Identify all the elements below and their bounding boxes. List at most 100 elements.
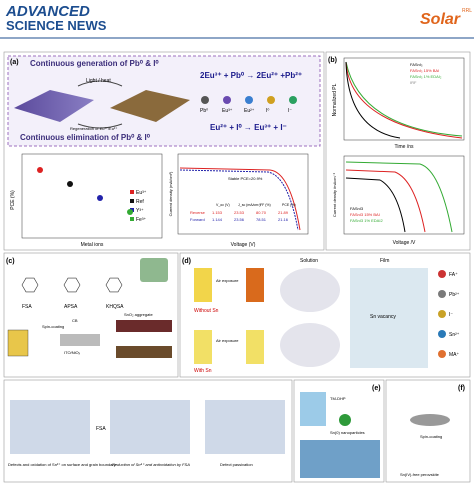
ring bbox=[21, 277, 39, 293]
curve bbox=[179, 169, 299, 231]
ion bbox=[289, 96, 297, 104]
lattice bbox=[10, 400, 90, 454]
axis-label: Current density /mAcm⁻² bbox=[332, 172, 337, 217]
step-label: Spin-coating bbox=[42, 324, 64, 329]
table-header: FF (%) bbox=[260, 203, 271, 207]
legend-swatch bbox=[130, 217, 134, 221]
legend-label: FASnI3 1% EDAI2 bbox=[350, 218, 383, 223]
scheme-text: Continuous generation of Pb⁰ & I⁰ bbox=[30, 59, 159, 68]
curve bbox=[345, 61, 401, 139]
ring bbox=[105, 277, 123, 293]
icon bbox=[140, 258, 168, 282]
ion bbox=[201, 96, 209, 104]
film bbox=[116, 320, 172, 332]
table-cell: 23.56 bbox=[234, 217, 245, 222]
species-label: Pb²⁺ bbox=[449, 292, 460, 298]
film-label: Sn(IV)-free perovskite bbox=[400, 472, 440, 477]
table-header: J_sc (mA/cm²) bbox=[238, 203, 261, 207]
legend-label: FASnI₃ 1% EDAI₂ bbox=[410, 74, 442, 79]
ion-label: I⁻ bbox=[288, 108, 292, 114]
ion-label: I⁰ bbox=[266, 108, 269, 114]
lattice bbox=[205, 400, 285, 454]
marker bbox=[97, 195, 103, 201]
equation: Eu²⁺ + I⁰ → Eu³⁺ + I⁻ bbox=[210, 123, 287, 132]
legend-label: IRF bbox=[410, 80, 417, 85]
film bbox=[116, 346, 172, 358]
curve bbox=[345, 61, 463, 137]
caption: Defects and oxidation of Sn²⁺ on surface… bbox=[8, 462, 116, 467]
spinner bbox=[410, 414, 450, 426]
substrate bbox=[60, 334, 100, 346]
heading: Film bbox=[380, 258, 389, 264]
curve bbox=[345, 161, 453, 233]
panel-label: (f) bbox=[458, 385, 465, 392]
vial bbox=[246, 330, 264, 364]
curve bbox=[345, 177, 406, 233]
table-cell: 1.144 bbox=[212, 217, 223, 222]
solution bbox=[280, 268, 340, 312]
arrow bbox=[77, 80, 123, 87]
reagent: TM-DHP bbox=[330, 396, 346, 401]
ion bbox=[245, 96, 253, 104]
species-label: I⁻ bbox=[449, 312, 453, 318]
film bbox=[110, 90, 190, 122]
plot bbox=[343, 57, 465, 141]
axis-label: Normalized PL bbox=[332, 83, 338, 116]
caption: Defect passivation bbox=[220, 462, 253, 467]
species-label: FA⁺ bbox=[449, 272, 458, 278]
panel-label: (a) bbox=[10, 59, 19, 66]
legend-label: Ref bbox=[136, 199, 144, 205]
axis-label: Metal ions bbox=[81, 242, 104, 248]
marker bbox=[37, 167, 43, 173]
panel bbox=[325, 51, 471, 251]
species-label: MA⁺ bbox=[449, 352, 460, 358]
ring bbox=[63, 277, 81, 293]
species-dot bbox=[438, 350, 446, 358]
journal: Solar bbox=[420, 11, 461, 28]
species-dot bbox=[438, 310, 446, 318]
marker bbox=[67, 181, 73, 187]
panel-label: (d) bbox=[182, 258, 191, 265]
molecule-name: FSA bbox=[22, 304, 32, 310]
panel bbox=[385, 379, 471, 483]
arrow-label: Regeneration of Eu³⁺/Eu²⁺ bbox=[70, 126, 117, 131]
legend-swatch bbox=[130, 199, 134, 203]
arrow-label: FSA bbox=[96, 426, 106, 432]
caption: Reduction of Sn⁴⁺ and antioxidation by F… bbox=[112, 462, 190, 467]
vial bbox=[194, 268, 212, 302]
particle bbox=[339, 414, 351, 426]
arrow bbox=[77, 123, 123, 129]
vial bbox=[246, 268, 264, 302]
panel-label: (e) bbox=[372, 385, 381, 392]
table-cell: 21.89 bbox=[278, 210, 289, 215]
step-label: CB bbox=[72, 318, 78, 323]
table-header: PCE (%) bbox=[282, 203, 296, 207]
panel-label: (c) bbox=[6, 258, 15, 265]
legend-label: Fe³⁺ bbox=[136, 217, 147, 223]
axis-label: Voltage (V) bbox=[231, 242, 256, 248]
legend-label: FASnI₃ 15% BAI bbox=[410, 68, 439, 73]
film bbox=[14, 90, 94, 122]
ion-label: Eu³⁺ bbox=[222, 108, 233, 114]
table-cell: Forward bbox=[190, 217, 205, 222]
step-label: ITO/NiOₓ bbox=[64, 350, 81, 355]
plot bbox=[21, 153, 163, 239]
table-cell: Reverse bbox=[190, 210, 206, 215]
ion bbox=[267, 96, 275, 104]
legend-swatch bbox=[130, 190, 134, 194]
species-dot bbox=[438, 290, 446, 298]
legend-label: Y³⁺ bbox=[136, 208, 144, 214]
molecule-name: APSA bbox=[64, 304, 78, 310]
curve bbox=[345, 169, 426, 233]
product: Sn(0) nanoparticles bbox=[330, 430, 365, 435]
arrow-label: Light / heat bbox=[86, 78, 111, 84]
condition: Without Sn bbox=[194, 308, 219, 314]
axis-label: PCE (%) bbox=[10, 190, 16, 210]
axis-label: Time /ns bbox=[395, 144, 414, 150]
lattice bbox=[110, 400, 190, 454]
step-label: Spin-coating bbox=[420, 434, 442, 439]
panel-label: (b) bbox=[328, 57, 337, 64]
ion bbox=[223, 96, 231, 104]
species-dot bbox=[438, 270, 446, 278]
